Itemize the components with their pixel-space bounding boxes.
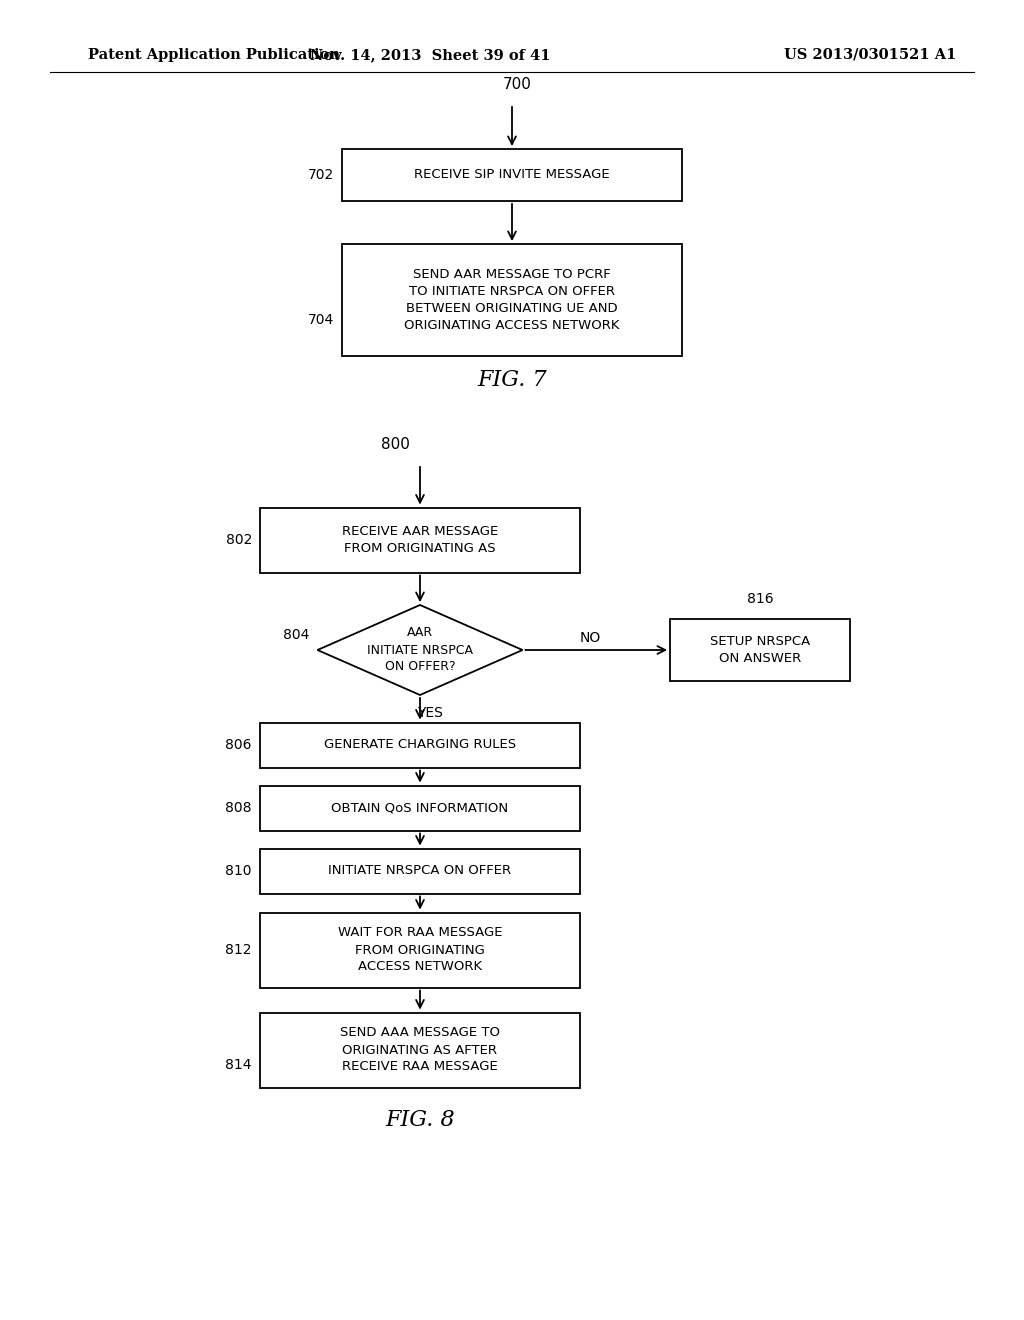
FancyBboxPatch shape [260, 722, 580, 767]
Text: Nov. 14, 2013  Sheet 39 of 41: Nov. 14, 2013 Sheet 39 of 41 [309, 48, 550, 62]
FancyBboxPatch shape [260, 507, 580, 573]
Text: 804: 804 [283, 628, 309, 642]
Text: 700: 700 [503, 77, 531, 92]
Text: WAIT FOR RAA MESSAGE
FROM ORIGINATING
ACCESS NETWORK: WAIT FOR RAA MESSAGE FROM ORIGINATING AC… [338, 927, 502, 974]
Text: 704: 704 [308, 313, 334, 327]
Text: FIG. 7: FIG. 7 [477, 370, 547, 391]
Text: 802: 802 [225, 533, 252, 546]
FancyBboxPatch shape [260, 785, 580, 830]
Text: 812: 812 [225, 942, 252, 957]
Text: SETUP NRSPCA
ON ANSWER: SETUP NRSPCA ON ANSWER [710, 635, 810, 665]
FancyBboxPatch shape [260, 1012, 580, 1088]
Text: 816: 816 [746, 591, 773, 606]
Text: 702: 702 [308, 168, 334, 182]
Text: US 2013/0301521 A1: US 2013/0301521 A1 [783, 48, 956, 62]
FancyBboxPatch shape [670, 619, 850, 681]
FancyBboxPatch shape [260, 849, 580, 894]
FancyBboxPatch shape [260, 912, 580, 987]
Text: INITIATE NRSPCA ON OFFER: INITIATE NRSPCA ON OFFER [329, 865, 512, 878]
Polygon shape [317, 605, 522, 696]
Text: OBTAIN QoS INFORMATION: OBTAIN QoS INFORMATION [332, 801, 509, 814]
Text: GENERATE CHARGING RULES: GENERATE CHARGING RULES [324, 738, 516, 751]
Text: 810: 810 [225, 865, 252, 878]
Text: SEND AAR MESSAGE TO PCRF
TO INITIATE NRSPCA ON OFFER
BETWEEN ORIGINATING UE AND
: SEND AAR MESSAGE TO PCRF TO INITIATE NRS… [404, 268, 620, 333]
Text: SEND AAA MESSAGE TO
ORIGINATING AS AFTER
RECEIVE RAA MESSAGE: SEND AAA MESSAGE TO ORIGINATING AS AFTER… [340, 1027, 500, 1073]
Text: AAR
INITIATE NRSPCA
ON OFFER?: AAR INITIATE NRSPCA ON OFFER? [367, 627, 473, 673]
Text: Patent Application Publication: Patent Application Publication [88, 48, 340, 62]
Text: FIG. 8: FIG. 8 [385, 1109, 455, 1131]
Text: RECEIVE AAR MESSAGE
FROM ORIGINATING AS: RECEIVE AAR MESSAGE FROM ORIGINATING AS [342, 525, 498, 554]
Text: RECEIVE SIP INVITE MESSAGE: RECEIVE SIP INVITE MESSAGE [414, 169, 610, 181]
Text: NO: NO [580, 631, 601, 645]
FancyBboxPatch shape [342, 149, 682, 201]
Text: 806: 806 [225, 738, 252, 752]
Text: 808: 808 [225, 801, 252, 814]
FancyBboxPatch shape [342, 244, 682, 356]
Text: 814: 814 [225, 1059, 252, 1072]
Text: YES: YES [417, 706, 443, 719]
Text: 800: 800 [381, 437, 410, 451]
